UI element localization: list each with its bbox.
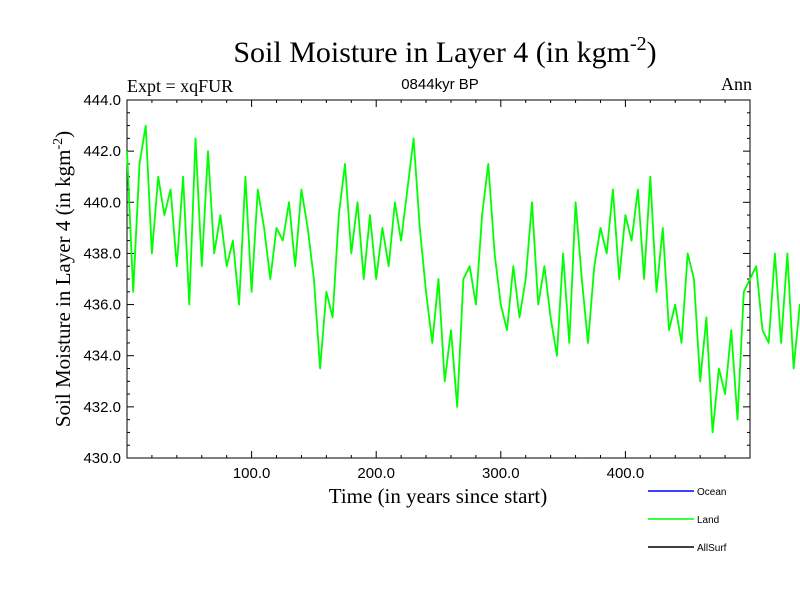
x-tick-label: 300.0 [482,465,520,482]
y-axis-label-close: ) [51,131,75,138]
y-tick-label: 432.0 [83,399,121,416]
y-axis: 430.0 432.0 434.0 436.0 438.0 440.0 442.0 444.0 [83,92,750,467]
y-tick-label: 434.0 [83,348,121,365]
chart-title-close: ) [647,36,657,69]
legend-label-allsurf: AllSurf [697,543,727,554]
x-tick-label: 200.0 [357,465,395,482]
legend-label-land: Land [697,515,719,526]
y-axis-label-superscript: -2 [51,138,66,150]
chart-title-superscript: -2 [630,33,647,55]
y-tick-label: 440.0 [83,194,121,211]
y-tick-label: 442.0 [83,143,121,160]
y-axis-label-text: Soil Moisture in Layer 4 (in kgm [51,150,75,428]
x-tick-label: 400.0 [607,465,645,482]
y-tick-label: 436.0 [83,297,121,314]
x-axis: 100.0 200.0 300.0 400.0 [151,100,726,482]
chart-title-text: Soil Moisture in Layer 4 (in kgm [233,36,630,69]
experiment-label: Expt = xqFUR [127,76,233,96]
x-axis-label: Time (in years since start) [329,484,548,508]
legend-label-ocean: Ocean [697,487,726,498]
series-line-land [126,124,800,434]
chart-title: Soil Moisture in Layer 4 (in kgm-2) [233,33,656,69]
legend: Ocean Land AllSurf [648,487,727,554]
y-tick-label: 430.0 [83,450,121,467]
season-label: Ann [721,74,752,94]
y-axis-label: Soil Moisture in Layer 4 (in kgm-2) [51,131,75,427]
x-tick-label: 100.0 [233,465,271,482]
y-tick-label: 438.0 [83,245,121,262]
series-layer [126,124,800,434]
chart-subtitle: 0844kyr BP [401,76,479,93]
y-tick-label: 444.0 [83,92,121,109]
